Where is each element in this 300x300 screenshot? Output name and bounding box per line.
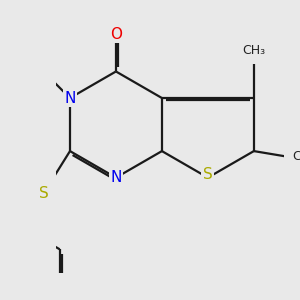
Text: S: S bbox=[39, 186, 48, 201]
Text: CH₃: CH₃ bbox=[292, 150, 300, 163]
Text: CH₃: CH₃ bbox=[242, 44, 266, 57]
Text: N: N bbox=[64, 91, 76, 106]
Text: S: S bbox=[203, 167, 213, 182]
Text: N: N bbox=[110, 170, 122, 185]
Text: O: O bbox=[110, 27, 122, 42]
